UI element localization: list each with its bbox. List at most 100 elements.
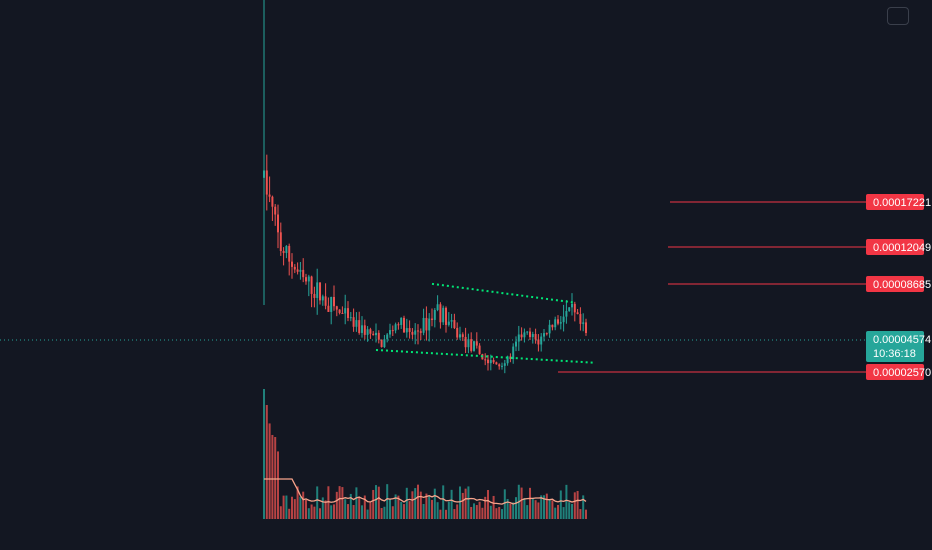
candle-body (277, 214, 279, 233)
candle-body (355, 320, 358, 327)
candle-body (450, 320, 453, 322)
volume-bar (470, 506, 473, 519)
candle-body (310, 276, 313, 294)
candle-body (400, 317, 403, 325)
candle-body (487, 359, 489, 364)
candle-body (562, 316, 565, 323)
volume-bar (347, 504, 349, 519)
candle-body (408, 328, 411, 332)
candle-body (473, 341, 475, 351)
volume-bar (263, 389, 265, 519)
volume-bar (545, 493, 548, 519)
candle-body (285, 245, 288, 254)
candle-body (501, 365, 503, 367)
volume-bar (498, 506, 501, 519)
candle-body (540, 336, 543, 345)
channel-lines (375, 282, 595, 364)
volume-bar (324, 500, 327, 519)
candle-body (391, 330, 394, 332)
candle-body (543, 333, 545, 337)
candle-body (414, 330, 417, 335)
candle-body (425, 317, 428, 331)
candle-body (330, 296, 333, 312)
volume-bar (456, 504, 459, 519)
candle-body (321, 296, 324, 301)
volume-bar (321, 497, 324, 519)
candle-body (397, 324, 400, 326)
level-label: 0.00002570 (873, 367, 931, 379)
volume-bar (492, 495, 495, 519)
volume-bar (484, 496, 487, 519)
candle-body (344, 308, 347, 314)
candle-body (293, 266, 296, 270)
volume-bar (305, 499, 307, 519)
volume-bar (268, 423, 271, 519)
candle-body (375, 332, 377, 336)
candle-body (377, 332, 380, 340)
level-label: 0.00012049 (873, 242, 931, 254)
volume-bar (394, 494, 397, 519)
volume-bars (263, 389, 587, 519)
channel-upper-line (431, 282, 575, 304)
candle-body (305, 277, 307, 282)
volume-ma-line (264, 478, 587, 505)
volume-bar (523, 497, 526, 519)
candle-body (509, 356, 512, 360)
volume-bar (579, 509, 582, 519)
candle-body (548, 324, 551, 334)
volume-bar (319, 508, 321, 519)
volume-bar (389, 499, 391, 519)
candle-body (551, 324, 554, 328)
candle-body (531, 333, 534, 338)
candle-body (403, 317, 405, 333)
volume-bar (428, 495, 431, 519)
volume-bar (554, 507, 557, 519)
volume-bar (473, 503, 475, 519)
volume-bar (293, 499, 296, 519)
candle-body (372, 333, 375, 336)
volume-bar (377, 486, 380, 519)
volume-bar (333, 504, 335, 519)
volume-bar (495, 508, 498, 519)
volume-bar (503, 489, 506, 519)
candle-body (442, 307, 445, 323)
candle-body (571, 303, 573, 308)
volume-bar (349, 493, 352, 519)
candle-body (363, 325, 366, 335)
candle-body (380, 339, 383, 348)
volume-bar (355, 487, 358, 519)
candle-body (520, 334, 523, 338)
volume-bar (296, 486, 299, 519)
volume-bar (557, 504, 559, 519)
candle-body (335, 306, 338, 310)
candle-body (369, 329, 372, 334)
volume-bar (489, 505, 492, 519)
level-label: 0.00017221 (873, 197, 931, 209)
volume-bar (400, 501, 403, 519)
volume-bar (313, 506, 316, 519)
candle-body (271, 196, 274, 207)
volume-bar (327, 486, 330, 519)
level-tag (866, 239, 924, 255)
candle-body (557, 319, 559, 324)
candle-body (582, 322, 585, 324)
candle-body (366, 329, 369, 335)
volume-bar (540, 495, 543, 519)
candle-body (506, 356, 509, 364)
candle-body (288, 245, 291, 262)
candle-body (349, 317, 352, 319)
candle-body (282, 251, 285, 254)
candle-body (341, 312, 344, 314)
volume-bar (279, 506, 282, 519)
candle-body (517, 334, 520, 342)
volume-bar (459, 486, 461, 519)
level-tag (866, 364, 924, 380)
chart-settings-button[interactable] (887, 7, 909, 25)
candles (263, 0, 587, 374)
candle-body (565, 311, 568, 317)
volume-bar (363, 495, 366, 519)
volume-bar (509, 503, 512, 519)
candle-body (439, 304, 442, 323)
volume-bar (338, 486, 341, 519)
